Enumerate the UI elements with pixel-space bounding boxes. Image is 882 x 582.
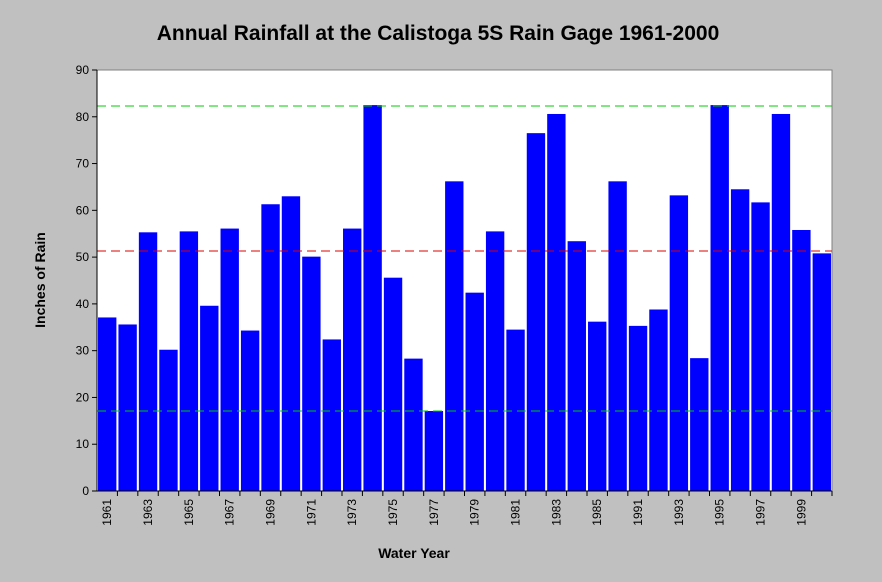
bar — [690, 358, 709, 491]
bar — [730, 189, 750, 492]
x-tick-label: 1993 — [672, 499, 686, 526]
bar — [179, 231, 199, 491]
x-tick-label: 1975 — [386, 499, 400, 526]
x-tick-label: 1967 — [223, 499, 237, 526]
x-tick-label: 1963 — [141, 499, 155, 526]
bar — [751, 202, 770, 491]
bar — [526, 133, 546, 491]
x-tick-label: 1961 — [100, 499, 114, 526]
y-tick-label: 80 — [76, 110, 90, 124]
x-tick-label: 1997 — [754, 499, 768, 526]
y-tick-label: 70 — [76, 157, 90, 171]
bar — [547, 113, 566, 492]
bar — [363, 105, 382, 491]
bar — [485, 231, 505, 491]
y-tick-label: 90 — [76, 63, 90, 77]
x-tick-label: 1979 — [468, 499, 482, 526]
bar — [792, 229, 811, 492]
x-tick-label: 1983 — [549, 499, 563, 526]
y-tick-label: 30 — [76, 344, 90, 358]
bar — [608, 181, 627, 491]
bar — [138, 232, 158, 491]
bar — [710, 105, 729, 491]
bar — [424, 411, 444, 491]
y-tick-label: 60 — [76, 203, 90, 217]
chart-title: Annual Rainfall at the Calistoga 5S Rain… — [157, 22, 720, 45]
bar — [240, 330, 260, 491]
bar — [98, 317, 117, 491]
x-tick-label: 1969 — [264, 499, 278, 526]
plot-area — [96, 69, 833, 492]
bar — [322, 339, 341, 491]
bar — [343, 228, 362, 491]
y-axis-label: Inches of Rain — [32, 232, 48, 328]
y-tick-label: 50 — [76, 250, 90, 264]
x-axis-label: Water Year — [378, 545, 450, 561]
x-tick-label: 1965 — [182, 499, 196, 526]
bar — [220, 228, 239, 491]
x-tick-label: 1985 — [590, 499, 604, 526]
bar — [567, 241, 586, 491]
bar — [445, 181, 464, 491]
y-tick-label: 20 — [76, 390, 90, 404]
bar — [465, 292, 484, 491]
x-tick-label: 1977 — [427, 499, 441, 526]
x-tick-label: 1995 — [713, 499, 727, 526]
bar — [628, 325, 648, 491]
bar — [159, 349, 178, 491]
bar — [669, 195, 689, 491]
bar — [506, 329, 525, 491]
y-tick-label: 0 — [82, 484, 89, 498]
x-tick-label: 1971 — [304, 499, 318, 526]
bar — [261, 204, 280, 491]
bar — [771, 113, 791, 492]
bar — [404, 358, 423, 491]
bar — [649, 309, 668, 491]
x-tick-label: 1973 — [345, 499, 359, 526]
bar — [383, 277, 403, 491]
bar — [588, 321, 607, 491]
bar — [812, 253, 831, 491]
x-tick-label: 1991 — [631, 499, 645, 526]
bar — [281, 196, 301, 492]
bar — [118, 324, 137, 491]
y-tick-label: 10 — [76, 437, 90, 451]
x-tick-label: 1999 — [794, 499, 808, 526]
x-tick-label: 1981 — [509, 499, 523, 526]
bar — [200, 305, 219, 491]
y-tick-label: 40 — [76, 297, 90, 311]
bar — [302, 256, 321, 491]
